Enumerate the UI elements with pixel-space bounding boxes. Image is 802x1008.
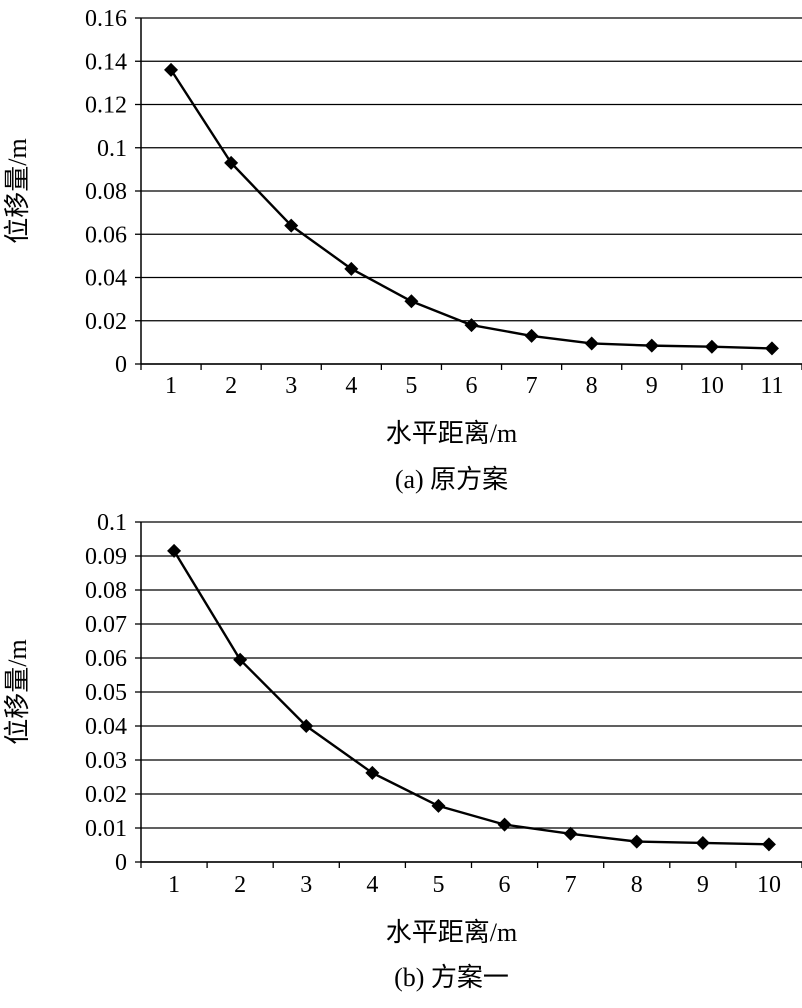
data-point <box>563 826 578 841</box>
x-tick-label: 2 <box>234 872 246 898</box>
data-point <box>464 318 479 333</box>
x-tick-label: 11 <box>760 373 783 399</box>
chart-caption: (b) 方案一 <box>394 963 509 992</box>
data-point <box>167 543 182 558</box>
x-tick-label: 9 <box>697 872 709 898</box>
x-tick-label: 5 <box>432 872 444 898</box>
x-tick-label: 1 <box>165 373 177 399</box>
x-tick-label: 7 <box>526 373 538 399</box>
x-tick-label: 10 <box>757 872 781 898</box>
y-tick-label: 0 <box>115 352 127 378</box>
x-tick-label: 4 <box>345 373 357 399</box>
x-tick-label: 9 <box>646 373 658 399</box>
y-tick-label: 0.08 <box>85 578 127 604</box>
data-point <box>233 652 248 667</box>
y-tick-label: 0.05 <box>85 680 127 706</box>
chart-a: 0 0.02 0.04 0.06 0.08 0.1 0.12 0.14 0.16 1 2 3 4 5 6 7 8… <box>3 6 802 494</box>
data-point <box>761 837 776 852</box>
data-point <box>224 155 239 170</box>
y-tick-label: 0.01 <box>85 816 127 842</box>
x-tick-label: 6 <box>499 872 511 898</box>
y-tick-label: 0 <box>115 850 127 876</box>
series <box>164 62 779 356</box>
data-point <box>524 328 539 343</box>
y-tick-label: 0.02 <box>85 782 127 808</box>
data-point <box>695 835 710 850</box>
data-point <box>497 817 512 832</box>
y-tick-label: 0.14 <box>85 49 127 75</box>
chart-caption: (a) 原方案 <box>395 465 508 494</box>
data-point <box>164 62 179 77</box>
y-tick-label: 0.1 <box>97 510 127 536</box>
series-line <box>170 69 772 350</box>
x-tick-label: 5 <box>405 373 417 399</box>
data-point <box>299 719 314 733</box>
x-tick-label: 6 <box>466 373 478 399</box>
data-point <box>284 218 299 233</box>
y-tick-label: 0.07 <box>85 612 127 638</box>
x-tick-label: 4 <box>366 872 378 898</box>
y-tick-label: 0.12 <box>85 93 127 119</box>
data-point <box>431 798 446 813</box>
data-point <box>764 341 779 356</box>
series-line <box>173 550 769 846</box>
data-point <box>344 261 359 276</box>
y-tick-label: 0.04 <box>85 266 127 292</box>
series <box>167 543 776 852</box>
y-tick-label: 0.1 <box>97 136 127 162</box>
y-tick-label: 0.09 <box>85 544 127 570</box>
x-axis-title: 水平距离/m <box>386 419 517 448</box>
x-tick-label: 2 <box>225 373 237 399</box>
y-axis-title: 位移量/m <box>3 138 32 243</box>
y-tick-label: 0.02 <box>85 309 127 335</box>
y-tick-label: 0.03 <box>85 748 127 774</box>
data-point <box>644 338 659 353</box>
x-tick-label: 1 <box>168 872 180 898</box>
data-point <box>365 765 380 780</box>
y-tick-label: 0.06 <box>85 222 127 248</box>
data-point <box>629 834 644 849</box>
y-tick-label: 0.06 <box>85 646 127 672</box>
x-tick-label: 10 <box>700 373 724 399</box>
y-axis-title: 位移量/m <box>3 639 32 744</box>
data-point <box>704 339 719 354</box>
y-tick-label: 0.04 <box>85 714 127 740</box>
x-tick-label: 7 <box>565 872 577 898</box>
x-axis-title: 水平距离/m <box>386 918 517 947</box>
data-point <box>584 336 599 351</box>
x-tick-label: 8 <box>631 872 643 898</box>
gridlines <box>141 17 802 365</box>
x-tick-label: 8 <box>586 373 598 399</box>
y-tick-label: 0.16 <box>85 6 127 32</box>
x-tick-label: 3 <box>285 373 297 399</box>
x-tick-label: 3 <box>300 872 312 898</box>
data-point <box>404 294 419 309</box>
gridlines <box>141 521 802 863</box>
chart-b: 0 0.01 0.02 0.03 0.04 0.05 0.06 0.07 0.08 0.09 0.1… <box>3 510 802 992</box>
y-tick-label: 0.08 <box>85 179 127 205</box>
